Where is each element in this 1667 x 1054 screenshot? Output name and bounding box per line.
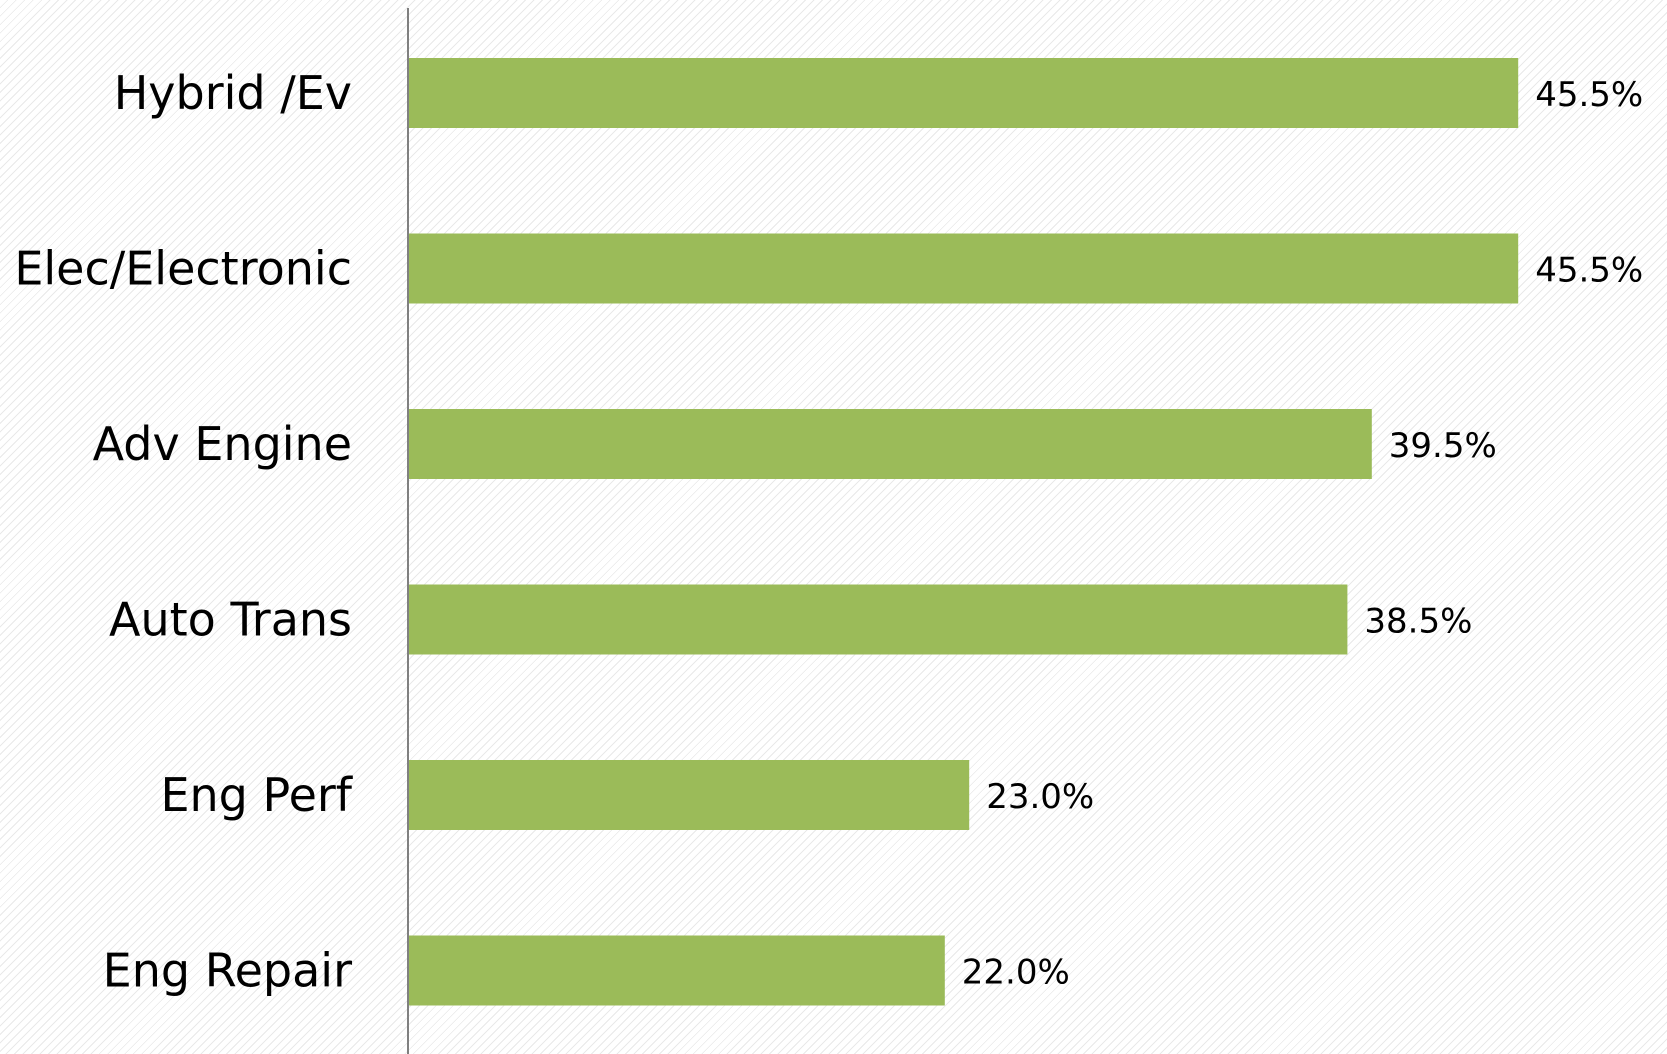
bar-0 <box>408 58 1519 128</box>
bar-1 <box>408 233 1519 304</box>
bar-5 <box>408 935 945 1006</box>
value-label-5: 22.0% <box>962 953 1070 993</box>
bar-2 <box>408 409 1372 479</box>
value-label-3: 38.5% <box>1364 602 1472 642</box>
labels-group: Hybrid /Ev 45.5% Elec/Electronic 45.5% Adv E… <box>14 66 1643 998</box>
category-label-5: Eng Repair <box>103 944 352 998</box>
value-label-4: 23.0% <box>986 777 1094 817</box>
category-label-4: Eng Perf <box>160 768 353 822</box>
category-label-3: Auto Trans <box>109 593 352 647</box>
bars-group <box>408 58 1519 1006</box>
value-label-1: 45.5% <box>1535 251 1643 291</box>
value-label-0: 45.5% <box>1535 75 1643 115</box>
category-label-1: Elec/Electronic <box>14 242 352 296</box>
value-label-2: 39.5% <box>1389 426 1497 466</box>
category-label-0: Hybrid /Ev <box>114 66 352 120</box>
bar-3 <box>408 584 1348 655</box>
bar-4 <box>408 760 970 830</box>
category-label-2: Adv Engine <box>93 417 352 471</box>
